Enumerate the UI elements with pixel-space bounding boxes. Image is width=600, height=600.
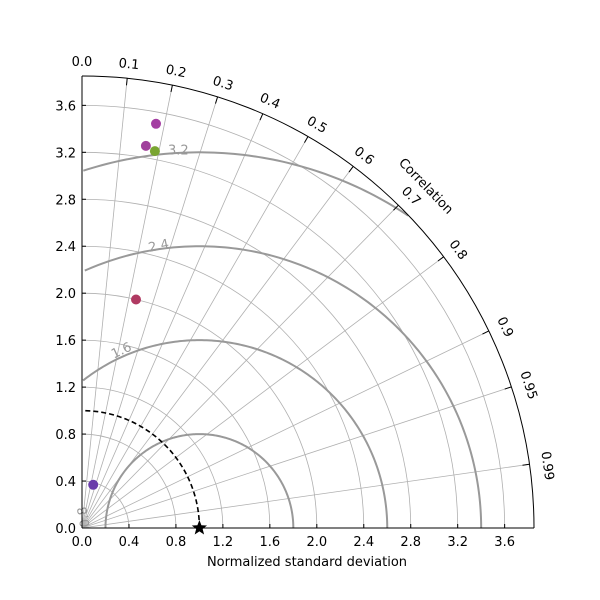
x-tick-label: 2.4 bbox=[353, 535, 374, 550]
correlation-grid-line bbox=[81, 204, 399, 529]
correlation-tick-label: 0.8 bbox=[445, 237, 469, 263]
correlation-tick-label: 0.95 bbox=[516, 369, 539, 401]
y-tick-label: 2.8 bbox=[55, 193, 76, 208]
reference-star-marker bbox=[191, 520, 208, 535]
axes-frame bbox=[81, 75, 535, 529]
x-tick-label: 0.4 bbox=[119, 535, 140, 550]
data-point bbox=[140, 140, 151, 151]
x-tick-label: 2.8 bbox=[400, 535, 421, 550]
std-grid-arc bbox=[81, 104, 506, 529]
std-grid-arc bbox=[81, 433, 177, 529]
correlation-tick-mark bbox=[304, 136, 309, 143]
data-points bbox=[88, 118, 208, 535]
correlation-tick-label: 0.99 bbox=[537, 450, 556, 481]
correlation-grid-line bbox=[81, 256, 444, 529]
std-grid-arc bbox=[81, 151, 459, 529]
grid-layer bbox=[81, 76, 530, 529]
rms-contour-label: 0.8 bbox=[75, 505, 93, 528]
correlation-tick-label: 0.3 bbox=[211, 74, 235, 95]
correlation-tick-mark bbox=[348, 166, 354, 173]
x-tick-label: 1.6 bbox=[260, 535, 281, 550]
x-tick-label: 3.2 bbox=[447, 535, 468, 550]
x-tick-label: 0.0 bbox=[72, 535, 93, 550]
std-grid-arc bbox=[81, 386, 224, 529]
std-grid-arc bbox=[81, 198, 412, 529]
y-tick-label: 3.6 bbox=[55, 99, 76, 114]
data-point bbox=[131, 294, 141, 305]
correlation-tick-mark bbox=[504, 386, 512, 390]
rms-contours: 0.8 1.6 2.4 3.2 bbox=[75, 144, 483, 529]
correlation-grid-line bbox=[81, 113, 264, 529]
y-tick-label: 0.0 bbox=[55, 522, 76, 537]
outer-arc bbox=[81, 75, 535, 529]
x-tick-label: 2.0 bbox=[306, 535, 327, 550]
correlation-tick-label: 0.4 bbox=[257, 91, 282, 113]
correlation-tick-mark bbox=[259, 113, 264, 121]
correlation-axis-label: Correlation bbox=[395, 156, 456, 218]
y-tick-label: 3.2 bbox=[55, 146, 76, 161]
y-tick-label: 1.6 bbox=[55, 334, 76, 349]
correlation-grid-line bbox=[81, 136, 309, 529]
rms-contour-label: 2.4 bbox=[147, 237, 170, 256]
std-grid-arc bbox=[81, 292, 318, 529]
correlation-tick-mark bbox=[170, 85, 173, 93]
correlation-grid-line bbox=[81, 330, 489, 529]
x-tick-label: 3.6 bbox=[494, 535, 515, 550]
std-grid-arc bbox=[81, 339, 271, 529]
reference-std-arc bbox=[81, 409, 201, 529]
rms-contour-arc bbox=[82, 339, 389, 529]
y-tick-label: 0.4 bbox=[55, 475, 76, 490]
data-point bbox=[151, 118, 161, 129]
correlation-tick-label: 0.6 bbox=[351, 144, 377, 168]
correlation-tick-label: 0.9 bbox=[493, 315, 516, 340]
correlation-tick-label: 0.2 bbox=[164, 62, 187, 81]
correlation-grid-line bbox=[81, 85, 173, 529]
correlation-tick-label: 0.0 bbox=[72, 55, 93, 70]
data-point bbox=[88, 479, 99, 490]
correlation-grid-line bbox=[81, 463, 530, 529]
correlation-tick-mark bbox=[215, 96, 219, 104]
x-tick-label: 0.8 bbox=[166, 535, 187, 550]
rms-contour-label: 3.2 bbox=[168, 144, 189, 159]
correlation-grid-line bbox=[81, 78, 128, 529]
correlation-tick-mark bbox=[522, 463, 530, 466]
rms-contour-arc bbox=[84, 245, 483, 529]
correlation-tick-mark bbox=[437, 256, 444, 262]
correlation-tick-mark bbox=[393, 204, 399, 211]
correlation-tick-label: 0.1 bbox=[118, 56, 140, 73]
x-axis-label: Normalized standard deviation bbox=[207, 555, 407, 570]
correlation-grid-line bbox=[81, 96, 218, 529]
rms-contour-label: 1.6 bbox=[109, 340, 134, 362]
x-tick-label: 1.2 bbox=[213, 535, 234, 550]
correlation-tick-mark bbox=[482, 330, 490, 335]
data-point bbox=[149, 146, 160, 157]
rms-contour-arc bbox=[83, 151, 409, 217]
y-tick-label: 0.8 bbox=[55, 428, 76, 443]
y-tick-label: 1.2 bbox=[55, 381, 76, 396]
tick-labels: 0.00.00.40.40.80.81.21.21.61.62.02.02.42… bbox=[55, 55, 556, 550]
rms-contour-arc bbox=[104, 433, 295, 529]
std-grid-arc bbox=[81, 245, 365, 529]
y-tick-label: 2.4 bbox=[55, 240, 76, 255]
correlation-tick-mark bbox=[125, 78, 128, 86]
y-tick-label: 2.0 bbox=[55, 287, 76, 302]
correlation-tick-label: 0.5 bbox=[304, 114, 329, 137]
correlation-grid-line bbox=[81, 386, 512, 529]
